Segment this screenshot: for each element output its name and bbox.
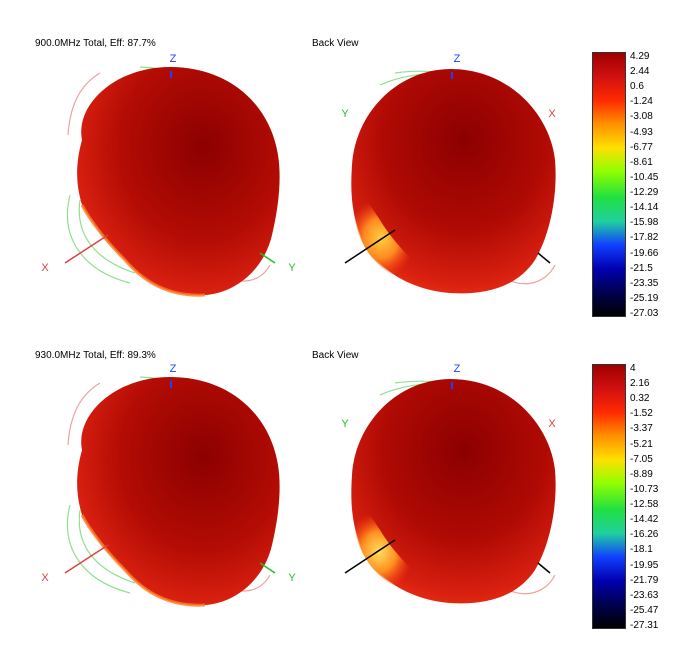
chart-1-title: 900.0MHz Total, Eff: 87.7%: [35, 38, 156, 49]
chart-1-back-y-label: Y: [341, 108, 349, 120]
chart-1-colorbar-tick: -25.19: [630, 292, 659, 304]
chart-2-colorbar-tick: 4: [630, 363, 636, 374]
chart-2-back-lobe: [351, 379, 556, 604]
chart-2-colorbar-tick: -19.95: [630, 559, 659, 571]
chart-2-colorbar-tick: -8.89: [630, 468, 653, 480]
chart-1-colorbar-tick: -14.14: [630, 202, 659, 214]
chart-1-front-lobe: [77, 67, 280, 296]
chart-2-back-lobe-highlight: [351, 485, 450, 600]
chart-2-colorbar-tick: -16.26: [630, 529, 659, 541]
chart-1-colorbar-tick: -12.29: [630, 187, 659, 199]
chart-2-back-view: Z Y X: [341, 363, 556, 604]
chart-1-colorbar-tick: -27.03: [630, 308, 659, 319]
chart-2-back-view-title: Back View: [312, 350, 359, 361]
chart-2-title: 930.0MHz Total, Eff: 89.3%: [35, 350, 156, 361]
chart-1-back-x-label: X: [548, 108, 556, 120]
chart-2-front-y-axis: [259, 562, 276, 574]
chart-2-colorbar-tick: -27.31: [630, 620, 659, 631]
chart-1-colorbar-tick: -4.93: [630, 126, 653, 138]
chart-1-back-y-axis: [537, 252, 551, 264]
chart-1-back-view: Z Y X: [341, 53, 556, 294]
chart-2-back-y-label: Y: [341, 418, 349, 430]
chart-2-colorbar: [592, 364, 626, 629]
chart-2-back-x-label: X: [548, 418, 556, 430]
chart-1-back-z-label: Z: [454, 53, 461, 65]
chart-1-colorbar-tick: -19.66: [630, 247, 659, 259]
chart-1-colorbar-tick: 0.6: [630, 81, 644, 93]
chart-2-colorbar-tick: 2.16: [630, 378, 650, 390]
chart-1-colorbar-tick: -23.35: [630, 277, 659, 289]
chart-1-front-z-label: Z: [170, 53, 177, 65]
chart-1-front-y-label: Y: [288, 262, 296, 274]
chart-2-colorbar-tick: -25.47: [630, 604, 659, 616]
chart-1-colorbar-tick: -8.61: [630, 156, 653, 168]
chart-1-front-x-axis: [64, 234, 109, 264]
chart-2-back-y-axis: [537, 562, 551, 574]
chart-1-colorbar-tick: -21.5: [630, 262, 653, 274]
chart-1-colorbar-tick: 4.29: [630, 51, 650, 62]
chart-1-colorbar-tick: -3.08: [630, 111, 653, 123]
chart-2-back-x-axis: [344, 539, 396, 574]
chart-1-colorbar-tick: 2.44: [630, 66, 650, 78]
chart-1-front-y-axis: [259, 252, 276, 264]
chart-1-colorbar-tick: -17.82: [630, 232, 659, 244]
chart-2-front-lobe: [77, 377, 280, 606]
chart-1-back-lobe-highlight: [351, 175, 450, 290]
chart-2-colorbar-tick: -21.79: [630, 574, 659, 586]
chart-1-colorbar-tick: -6.77: [630, 141, 653, 153]
chart-2-colorbar-tick: -10.73: [630, 483, 659, 495]
chart-1-colorbar: [592, 52, 626, 317]
chart-1-colorbar-tick: -1.24: [630, 96, 653, 108]
chart-2-colorbar-tick: 0.32: [630, 393, 650, 405]
chart-2-front-view: Z X Y: [41, 363, 296, 607]
chart-2-front-lobe-rim: [80, 514, 206, 607]
chart-2-colorbar-tick: -23.63: [630, 589, 659, 601]
chart-1-front-lobe-rim: [80, 204, 206, 297]
chart-1-back-x-axis: [344, 229, 396, 264]
chart-1-front-view: Z X Y: [41, 53, 296, 297]
chart-1-back-lobe: [351, 69, 556, 294]
chart-2-front-z-label: Z: [170, 363, 177, 375]
chart-2-front-x-label: X: [41, 572, 49, 584]
chart-2-front-x-axis: [64, 544, 109, 574]
chart-2-colorbar-tick: -5.21: [630, 438, 653, 450]
chart-1-colorbar-tick: -10.45: [630, 171, 659, 183]
chart-2-colorbar-tick: -14.42: [630, 514, 659, 526]
chart-1-back-view-title: Back View: [312, 38, 359, 49]
chart-2-colorbar-tick: -18.1: [630, 544, 653, 556]
chart-1-colorbar-tick: -15.98: [630, 217, 659, 229]
chart-2-front-y-label: Y: [288, 572, 296, 584]
chart-2-colorbar-tick: -7.05: [630, 453, 653, 465]
chart-2-colorbar-tick: -3.37: [630, 423, 653, 435]
chart-2-colorbar-tick: -1.52: [630, 408, 653, 420]
chart-1-front-x-label: X: [41, 262, 49, 274]
chart-2-colorbar-tick: -12.58: [630, 499, 659, 511]
chart-2-back-z-label: Z: [454, 363, 461, 375]
